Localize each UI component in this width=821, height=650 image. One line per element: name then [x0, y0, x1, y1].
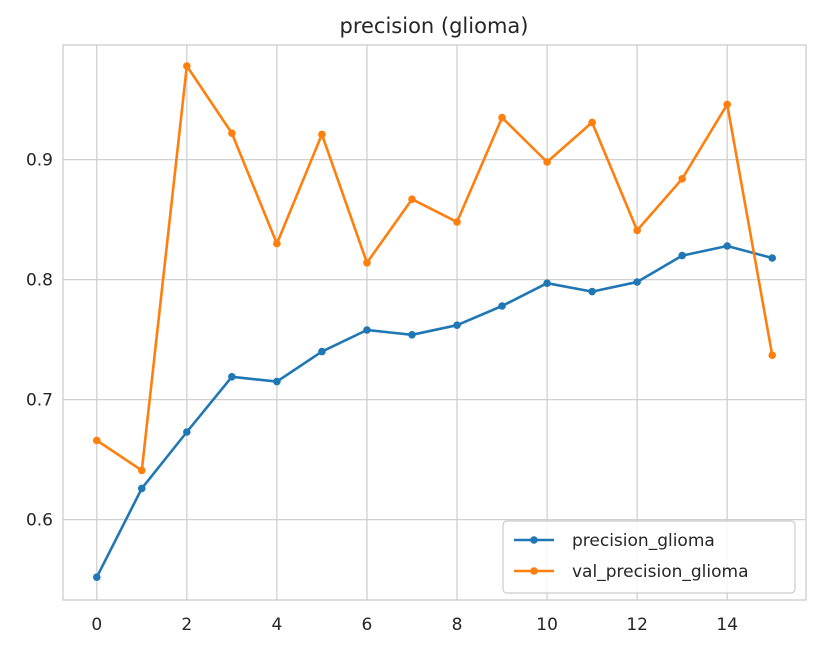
legend-swatch-marker [530, 567, 538, 575]
data-point [408, 331, 416, 339]
data-point [183, 428, 191, 436]
data-point [363, 259, 371, 267]
data-point [318, 347, 326, 356]
x-tick-label: 6 [362, 615, 373, 635]
series-line [95, 244, 773, 578]
data-point [588, 287, 596, 296]
data-point [723, 100, 731, 109]
data-point [633, 226, 641, 235]
x-tick-label: 14 [716, 615, 738, 635]
chart-title: precision (glioma) [340, 14, 529, 38]
data-point [92, 573, 101, 581]
series [92, 62, 777, 581]
series-val_precision_glioma [92, 62, 777, 475]
data-point [768, 254, 777, 262]
data-point [678, 251, 686, 260]
data-point [138, 484, 146, 493]
data-point [228, 129, 236, 137]
legend-label: val_precision_glioma [572, 562, 749, 582]
data-point [498, 302, 506, 310]
legend-label: precision_glioma [572, 531, 715, 551]
series-line [96, 64, 774, 472]
data-point [498, 113, 506, 122]
y-tick-label: 0.9 [26, 151, 53, 171]
y-tick-label: 0.8 [26, 271, 53, 291]
x-tick-label: 4 [271, 615, 282, 635]
legend-box [502, 520, 796, 594]
data-point [588, 118, 596, 127]
data-point [228, 373, 236, 381]
x-tick-label: 8 [452, 615, 463, 635]
data-point [453, 218, 461, 226]
data-point [543, 279, 551, 288]
data-point [92, 436, 101, 445]
plot-frame [62, 44, 807, 601]
x-tick-label: 2 [181, 615, 192, 635]
y-tick-label: 0.7 [26, 391, 53, 411]
grid [63, 45, 806, 600]
x-axis-ticks: 0 2 4 6 8 10 12 14 [91, 615, 738, 635]
data-point [138, 466, 146, 475]
x-tick-label: 10 [536, 615, 558, 635]
data-point [183, 62, 191, 70]
data-point [273, 377, 281, 386]
x-tick-label: 12 [626, 615, 648, 635]
data-point [363, 326, 371, 334]
data-point [273, 239, 281, 248]
x-tick-label: 0 [91, 615, 102, 635]
series-precision_glioma [92, 242, 777, 581]
data-point [678, 175, 686, 183]
data-point [408, 195, 416, 203]
data-point [318, 130, 326, 139]
data-point [633, 278, 641, 286]
y-tick-label: 0.6 [26, 511, 53, 531]
y-axis-ticks: 0.6 0.7 0.8 0.9 [26, 151, 53, 531]
data-point [768, 351, 777, 360]
data-point [453, 321, 461, 330]
data-point [543, 158, 551, 166]
legend-swatch-marker [530, 536, 538, 544]
data-point [723, 242, 731, 250]
legend: precision_glioma val_precision_glioma [502, 520, 796, 594]
